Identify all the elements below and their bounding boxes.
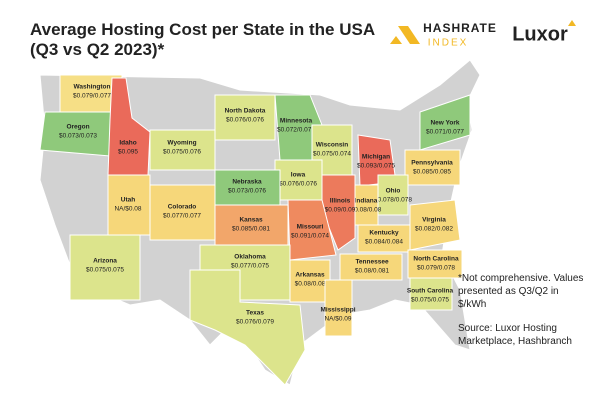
- state: [404, 149, 461, 186]
- state-value: $0.08/0.08: [295, 281, 326, 288]
- state-name: Oklahoma: [234, 254, 266, 261]
- state-name: Indiana: [355, 198, 378, 205]
- logo-icon: [568, 20, 576, 26]
- state-name: Virginia: [422, 217, 446, 224]
- state-name: Illinois: [330, 198, 351, 205]
- state-value: $0.08/0.08: [351, 207, 382, 214]
- state-value: $0.079/0.077: [73, 93, 111, 100]
- state-value: $0.08/0.081: [355, 268, 390, 275]
- state-value: $0.079/0.078: [417, 265, 455, 272]
- state-value: $0.082/0.082: [415, 226, 453, 233]
- subtitle: (Q3 vs Q2 2023)*: [30, 40, 165, 59]
- state-name: Arkansas: [295, 272, 325, 279]
- state: [214, 94, 276, 141]
- state-name: Texas: [246, 310, 264, 317]
- state-name: Missouri: [297, 224, 324, 231]
- state-value: $0.076/0.079: [236, 319, 274, 326]
- state: [339, 253, 403, 281]
- logo-text: Luxor: [512, 23, 568, 45]
- state-value: $0.076/0.076: [226, 117, 264, 124]
- state: [419, 94, 471, 151]
- state-value: $0.084/0.084: [365, 239, 403, 246]
- state-name: Arizona: [93, 258, 117, 265]
- state-value: $0.095: [118, 149, 138, 156]
- state-value: $0.09/0.09: [325, 207, 356, 214]
- state-name: North Dakota: [225, 108, 266, 115]
- state-value: $0.073/0.076: [228, 188, 266, 195]
- state-name: Idaho: [119, 140, 136, 147]
- state-value: $0.075/0.074: [313, 151, 351, 158]
- state: [287, 199, 337, 261]
- state-name: Ohio: [386, 188, 401, 195]
- state-name: North Carolina: [413, 256, 459, 263]
- logo-icon: [398, 26, 420, 44]
- logo-text: HASHRATE: [423, 21, 497, 35]
- logo-icon: [390, 36, 402, 44]
- state-name: Tennessee: [355, 259, 389, 266]
- state-value: $0.076/0.076: [279, 181, 317, 188]
- state: [407, 249, 463, 279]
- state-value: $0.077/0.077: [163, 213, 201, 220]
- state-name: Iowa: [291, 172, 306, 179]
- source: Source: Luxor Hosting Marketplace, Hashb…: [458, 323, 572, 347]
- state-value: $0.085/0.081: [232, 226, 270, 233]
- note: *Not comprehensive. Values presented as …: [458, 273, 584, 310]
- state-name: Colorado: [168, 204, 197, 211]
- state-name: Michigan: [362, 154, 390, 161]
- state-name: South Carolina: [407, 288, 454, 295]
- state-name: Kansas: [239, 217, 263, 224]
- state-value: $0.077/0.075: [231, 263, 269, 270]
- state: [324, 279, 353, 337]
- state-name: Kentucky: [369, 230, 399, 237]
- state: [409, 199, 461, 251]
- state: [69, 234, 141, 301]
- state-value: $0.071/0.077: [426, 129, 464, 136]
- state-value: NA/$0.09: [324, 316, 351, 323]
- state-value: $0.075/0.076: [163, 149, 201, 156]
- state-value: $0.072/0.072: [277, 127, 315, 134]
- state: [189, 269, 306, 386]
- state-name: Oregon: [66, 124, 89, 131]
- state-name: Wyoming: [167, 140, 196, 147]
- state-name: Utah: [121, 197, 135, 204]
- state: [107, 77, 151, 176]
- state: [409, 277, 453, 311]
- state-value: $0.075/0.075: [86, 267, 124, 274]
- state-name: Washington: [74, 84, 111, 91]
- state-value: $0.078/0.078: [374, 197, 412, 204]
- state-value: $0.085/0.085: [413, 169, 451, 176]
- states: Washington $0.079/0.077 Oregon $0.073/0.073…: [39, 74, 471, 386]
- title-line: Average Hosting Cost per State in the US…: [30, 20, 376, 39]
- state: [354, 184, 379, 226]
- state-value: NA/$0.08: [114, 206, 141, 213]
- logo-text: INDEX: [428, 38, 469, 49]
- state-name: Nebraska: [232, 179, 262, 186]
- state-name: Mississippi: [320, 307, 355, 314]
- state-value: $0.091/0.074: [291, 233, 329, 240]
- state-value: $0.093/0.075: [357, 163, 395, 170]
- state-value: $0.073/0.073: [59, 133, 97, 140]
- state-name: Pennsylvania: [411, 160, 453, 167]
- state-value: $0.075/0.075: [411, 297, 449, 304]
- state-name: Minnesota: [280, 118, 313, 125]
- state-name: Wisconsin: [316, 142, 348, 149]
- title: Average Hosting Cost per State in the US…: [30, 20, 375, 60]
- state: [377, 174, 409, 216]
- state-name: New York: [430, 120, 459, 127]
